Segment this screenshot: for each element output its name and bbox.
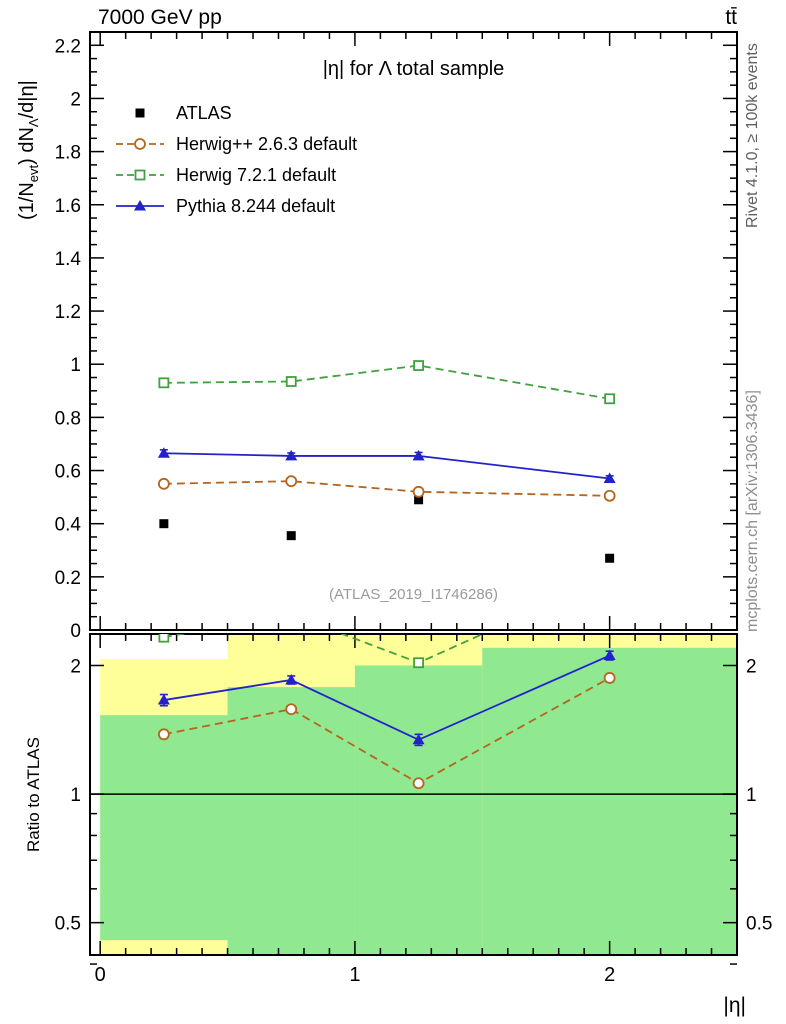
tick-label: 1 <box>70 785 81 806</box>
mcplots-credit-label: mcplots.cern.ch [arXiv:1306.3436] <box>744 390 761 632</box>
tick-label: 2 <box>70 656 81 677</box>
tick-label: 0 <box>70 621 81 642</box>
tick-label: 1.4 <box>55 249 82 270</box>
tick-label: 0.6 <box>55 462 81 483</box>
tick-label: 2 <box>70 89 81 110</box>
tick-label: 0.2 <box>55 568 81 589</box>
legend-item: Herwig++ 2.6.3 default <box>114 131 357 157</box>
tick-label: 1.6 <box>55 196 81 217</box>
tick-label: 0.4 <box>55 515 82 536</box>
legend-item: ATLAS <box>114 100 357 126</box>
process-label: tt̄ <box>725 6 737 29</box>
tick-label: 0.5 <box>55 914 81 935</box>
tick-label: 0.8 <box>55 408 81 429</box>
ratio-y-axis-title: Ratio to ATLAS <box>24 737 43 852</box>
legend-label: ATLAS <box>176 102 232 123</box>
analysis-id-watermark: (ATLAS_2019_I1746286) <box>328 586 498 603</box>
tick-label: 0.5 <box>746 914 772 935</box>
legend-marker-square-filled <box>135 108 145 118</box>
legend: ATLAS Herwig++ 2.6.3 default Herwig 7.2.1 … <box>114 100 357 219</box>
tick-label: 1 <box>746 785 757 806</box>
main-series-layer <box>157 360 616 563</box>
legend-label: Herwig++ 2.6.3 default <box>176 133 358 154</box>
tick-label: 2.2 <box>55 36 81 57</box>
legend-item: Pythia 8.244 default <box>114 193 357 219</box>
tick-label: 1.2 <box>55 302 81 323</box>
plot-title: |η| for Λ total sample <box>322 58 505 80</box>
beam-energy-label: 7000 GeV pp <box>98 6 222 29</box>
tick-label: 0 <box>95 964 106 986</box>
legend-item: Herwig 7.2.1 default <box>114 162 357 188</box>
tick-label: 2 <box>746 656 757 677</box>
tick-label: 2 <box>604 964 615 986</box>
legend-marker-triangle-filled <box>116 200 164 211</box>
main-panel-frame <box>89 31 738 631</box>
legend-marker-circle-open <box>116 138 164 150</box>
legend-marker-square-open <box>116 169 164 181</box>
ratio-uncertainty-bands <box>100 634 737 955</box>
tick-label: 1 <box>349 964 360 986</box>
legend-label: Herwig 7.2.1 default <box>176 164 337 185</box>
main-y-axis-title: (1/Nevt) dNΛ/d|η| <box>16 80 41 220</box>
legend-label: Pythia 8.244 default <box>176 195 336 216</box>
tick-label: 1.8 <box>55 143 81 164</box>
rivet-version-label: Rivet 4.1.0, ≥ 100k events <box>744 43 761 228</box>
ratio-series-layer <box>157 634 616 790</box>
tick-label: 1 <box>70 355 81 376</box>
x-axis-title: |η| <box>723 994 746 1017</box>
